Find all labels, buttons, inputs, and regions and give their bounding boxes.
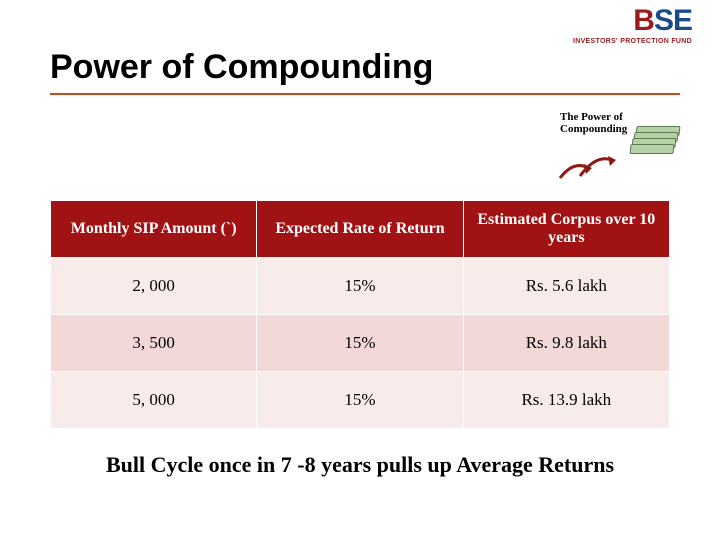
cell-corpus: Rs. 13.9 lakh bbox=[463, 372, 669, 429]
money-stack-icon bbox=[630, 130, 680, 154]
logo-letter-s: S bbox=[654, 4, 673, 37]
cell-sip: 2, 000 bbox=[51, 258, 257, 315]
promo-graphic: The Power of Compounding bbox=[550, 112, 680, 184]
cell-rate: 15% bbox=[257, 372, 463, 429]
title-area: Power of Compounding bbox=[50, 48, 680, 95]
table-row: 5, 000 15% Rs. 13.9 lakh bbox=[51, 372, 670, 429]
cell-sip: 3, 500 bbox=[51, 315, 257, 372]
footer-text: Bull Cycle once in 7 -8 years pulls up A… bbox=[30, 452, 690, 478]
cell-rate: 15% bbox=[257, 258, 463, 315]
col-header-sip: Monthly SIP Amount (`) bbox=[51, 201, 257, 258]
promo-text: The Power of Compounding bbox=[560, 112, 627, 135]
growth-arrows-icon bbox=[558, 142, 628, 182]
cell-sip: 5, 000 bbox=[51, 372, 257, 429]
cell-rate: 15% bbox=[257, 315, 463, 372]
logo-subtitle: INVESTORS' PROTECTION FUND bbox=[573, 38, 692, 46]
table-row: 3, 500 15% Rs. 9.8 lakh bbox=[51, 315, 670, 372]
cell-corpus: Rs. 9.8 lakh bbox=[463, 315, 669, 372]
logo-letter-b: B bbox=[633, 4, 654, 37]
col-header-corpus: Estimated Corpus over 10 years bbox=[463, 201, 669, 258]
title-underline bbox=[50, 93, 680, 95]
bse-logo: BSE INVESTORS' PROTECTION FUND bbox=[573, 6, 692, 46]
logo-letter-e: E bbox=[673, 4, 692, 37]
page-title: Power of Compounding bbox=[50, 48, 680, 93]
table-header-row: Monthly SIP Amount (`) Expected Rate of … bbox=[51, 201, 670, 258]
sip-table: Monthly SIP Amount (`) Expected Rate of … bbox=[50, 200, 670, 429]
col-header-rate: Expected Rate of Return bbox=[257, 201, 463, 258]
promo-line1: The Power of bbox=[560, 111, 623, 123]
logo-letters: BSE bbox=[573, 6, 692, 36]
table-row: 2, 000 15% Rs. 5.6 lakh bbox=[51, 258, 670, 315]
cell-corpus: Rs. 5.6 lakh bbox=[463, 258, 669, 315]
promo-line2: Compounding bbox=[560, 123, 627, 135]
